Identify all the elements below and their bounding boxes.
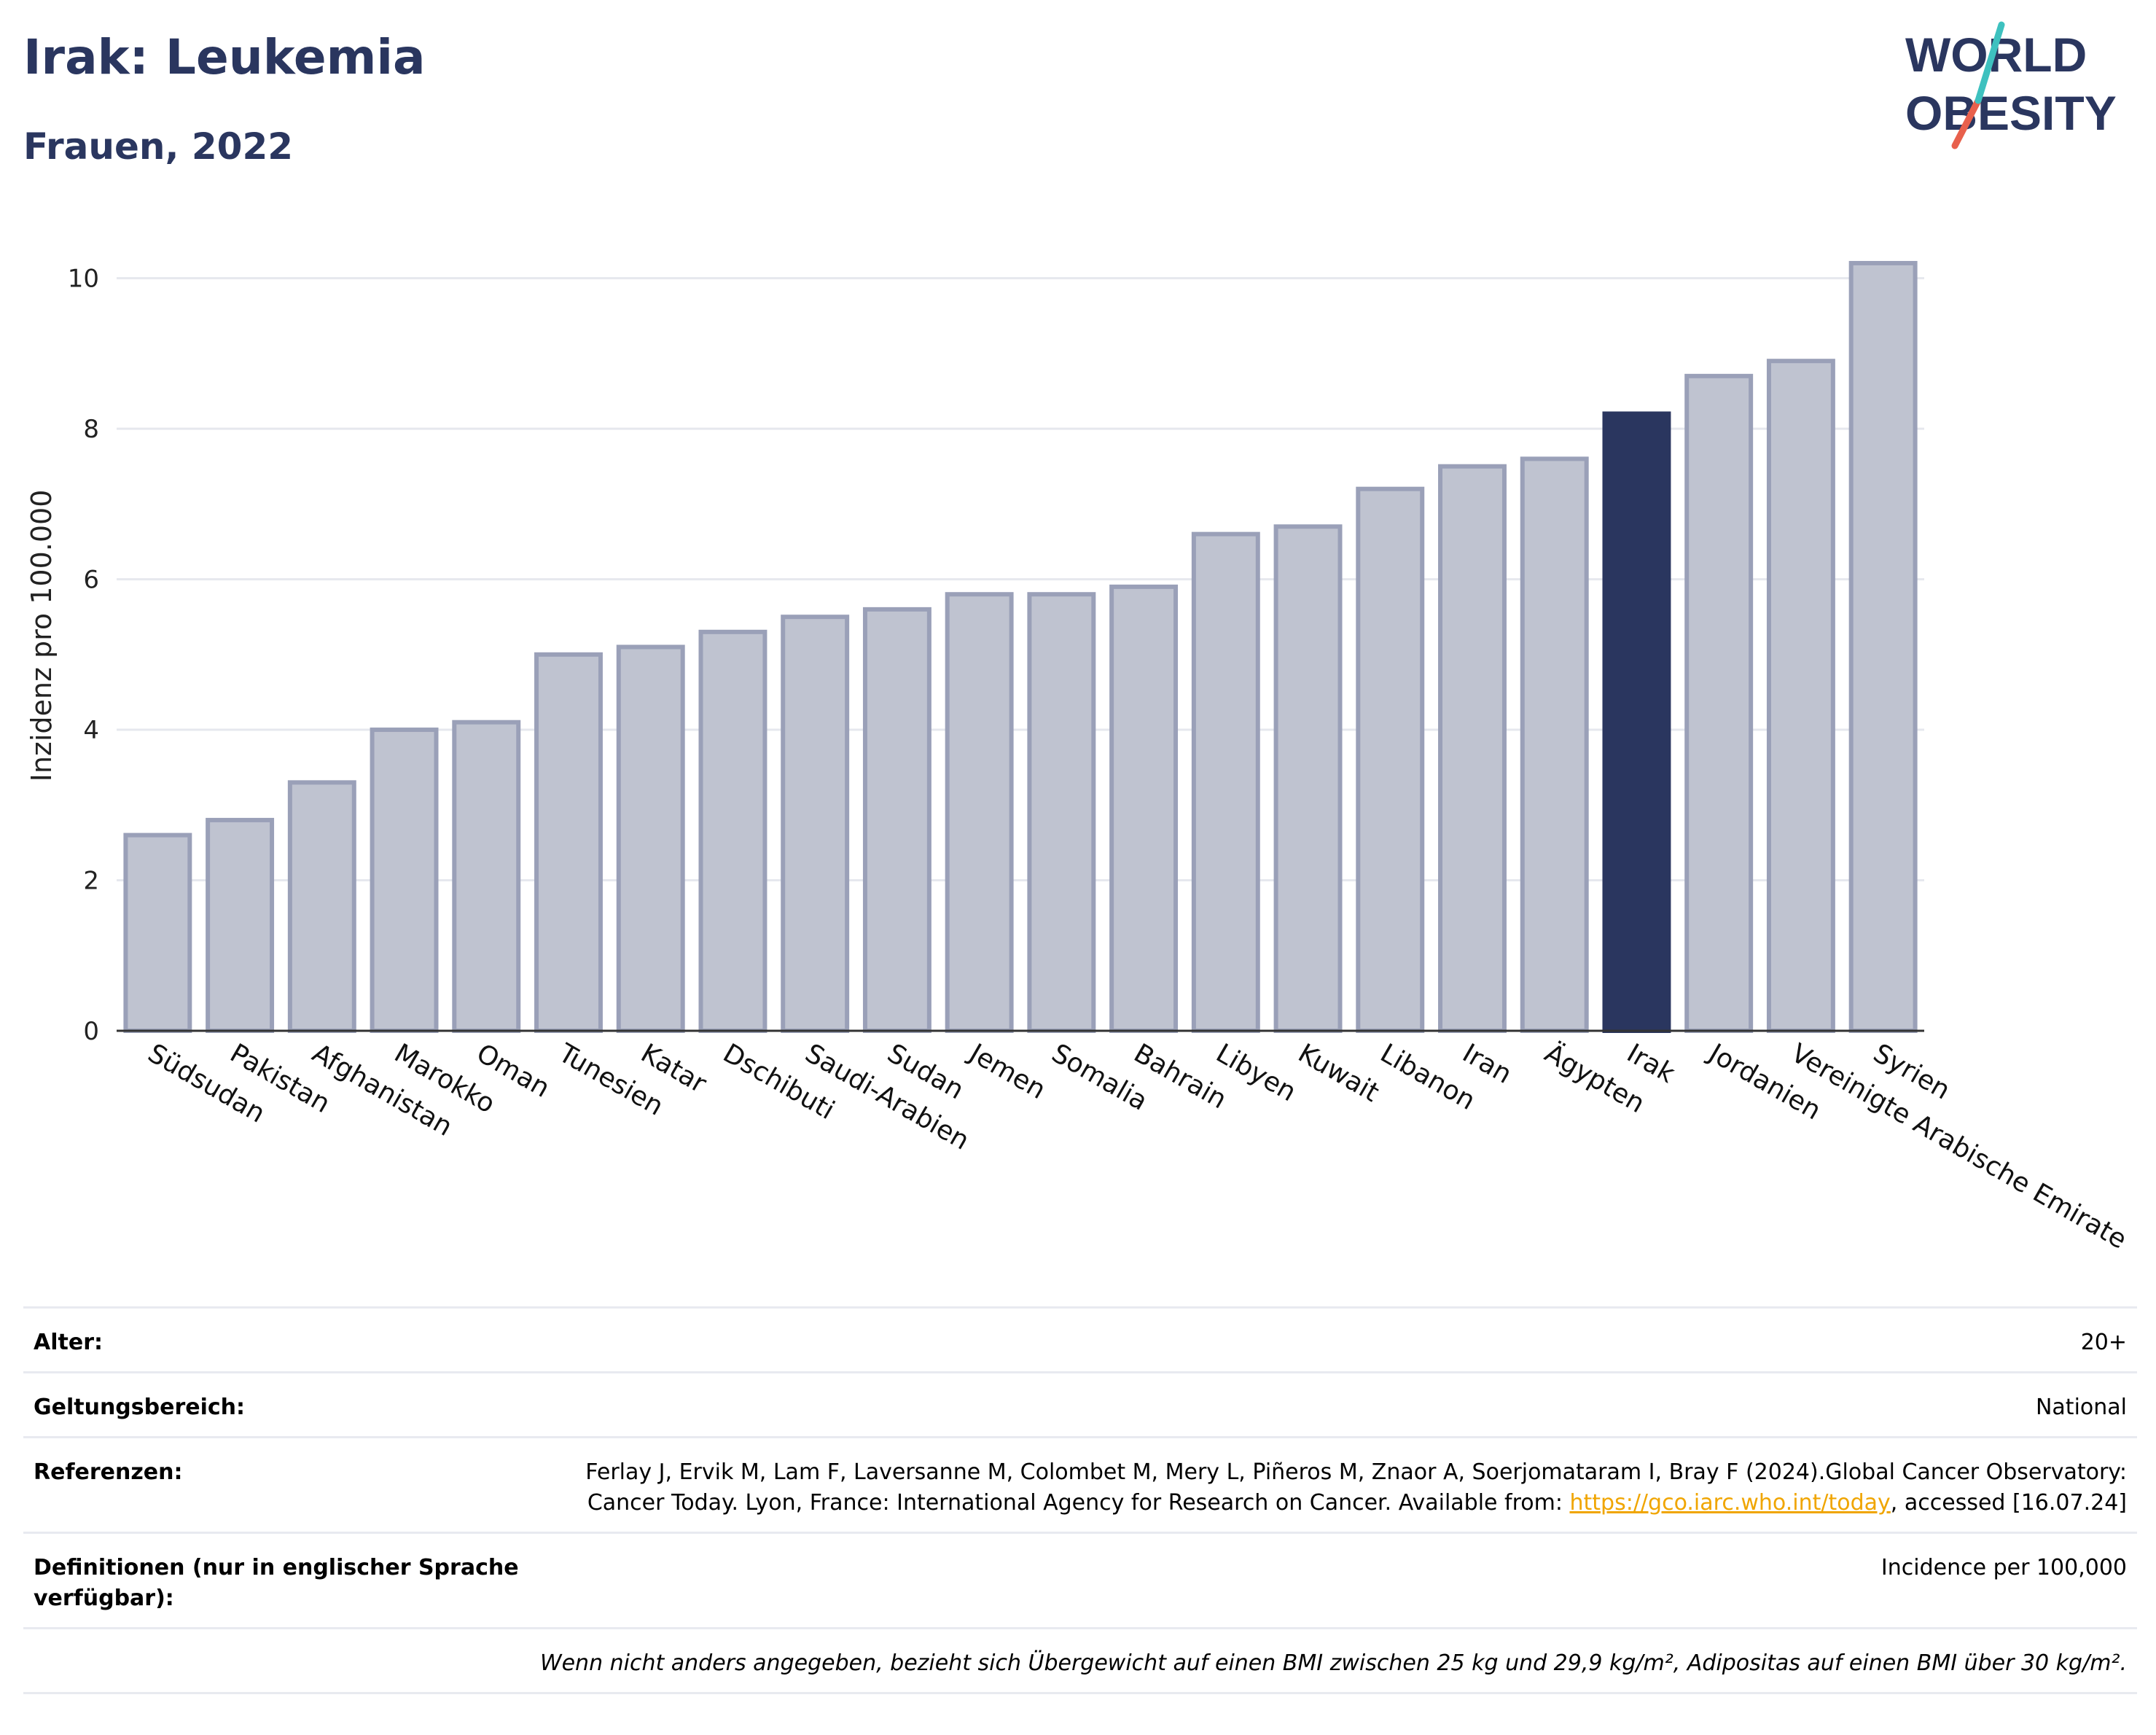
bar-Jordanien	[1684, 373, 1754, 1033]
page-title: Irak: Leukemia	[23, 29, 426, 85]
x-tick-label: Jemen	[963, 1037, 1050, 1105]
bar-Sudan	[862, 607, 931, 1033]
bar-Marokko	[370, 728, 439, 1033]
x-tick-label: Libanon	[1375, 1038, 1480, 1116]
x-tick-label: Vereinigte Arabische Emirate	[1786, 1038, 2131, 1255]
info-row-note: Wenn nicht anders angegeben, bezieht sic…	[23, 1627, 2137, 1694]
y-tick-label: 2	[83, 867, 99, 896]
y-tick-label: 6	[83, 566, 99, 595]
logo-line2: OBESITY	[1905, 86, 2117, 140]
bar-Pakistan	[206, 817, 275, 1034]
bar-Jemen	[945, 592, 1014, 1033]
references-link[interactable]: https://gco.iarc.who.int/today	[1569, 1490, 1891, 1516]
bmi-note: Wenn nicht anders angegeben, bezieht sic…	[23, 1627, 2137, 1694]
bar-Dschibuti	[698, 629, 768, 1033]
world-obesity-logo: WORLD OBESITY	[1905, 21, 2117, 149]
y-tick-label: 8	[83, 415, 99, 444]
bar-Katar	[616, 644, 685, 1033]
info-row-definitions: Definitionen (nur in englischer Sprache …	[23, 1532, 2137, 1629]
info-row-references: Referenzen: Ferlay J, Ervik M, Lam F, La…	[23, 1436, 2137, 1533]
bar-Ägypten	[1520, 456, 1589, 1033]
bar-Oman	[452, 720, 521, 1033]
references-label: Referenzen:	[23, 1436, 554, 1533]
bar-Tunesien	[534, 652, 603, 1033]
logo-slash-red	[1951, 97, 1982, 149]
y-tick-label: 0	[83, 1017, 99, 1046]
bar-Irak	[1602, 411, 1671, 1033]
x-tick-label: Kuwait	[1293, 1038, 1384, 1108]
references-accessed: , accessed [16.07.24]	[1890, 1490, 2127, 1516]
y-axis-label: Inzidenz pro 100.000	[26, 490, 58, 782]
y-tick-label: 4	[83, 716, 99, 745]
bar-Somalia	[1027, 592, 1096, 1033]
info-row-scope: Geltungsbereich: National	[23, 1371, 2137, 1438]
references-value: Ferlay J, Ervik M, Lam F, Laversanne M, …	[554, 1436, 2137, 1533]
bar-Libanon	[1356, 486, 1425, 1033]
bar-Syrien	[1848, 260, 1918, 1033]
age-label: Alter:	[23, 1306, 554, 1373]
definitions-value: Incidence per 100,000	[554, 1532, 2137, 1629]
page-subtitle: Frauen, 2022	[23, 125, 294, 168]
references-text: Ferlay J, Ervik M, Lam F, Laversanne M, …	[585, 1459, 2127, 1516]
scope-value: National	[554, 1371, 2137, 1438]
info-table: Alter: 20+ Geltungsbereich: National Ref…	[23, 1306, 2137, 1694]
bar-Saudi-Arabien	[781, 615, 850, 1033]
definitions-label: Definitionen (nur in englischer Sprache …	[23, 1532, 554, 1629]
bar-Libyen	[1191, 531, 1260, 1033]
bar-Afghanistan	[287, 780, 356, 1034]
bar-Iran	[1438, 464, 1507, 1033]
bar-Kuwait	[1273, 524, 1343, 1033]
y-tick-label: 10	[68, 265, 99, 294]
bar-Bahrain	[1109, 584, 1179, 1033]
bar-Südsudan	[123, 833, 192, 1033]
logo-slash-teal	[1975, 21, 2005, 104]
bar-Vereinigte Arabische Emirate	[1766, 359, 1835, 1033]
scope-label: Geltungsbereich:	[23, 1371, 554, 1438]
age-value: 20+	[554, 1306, 2137, 1373]
info-row-age: Alter: 20+	[23, 1306, 2137, 1373]
